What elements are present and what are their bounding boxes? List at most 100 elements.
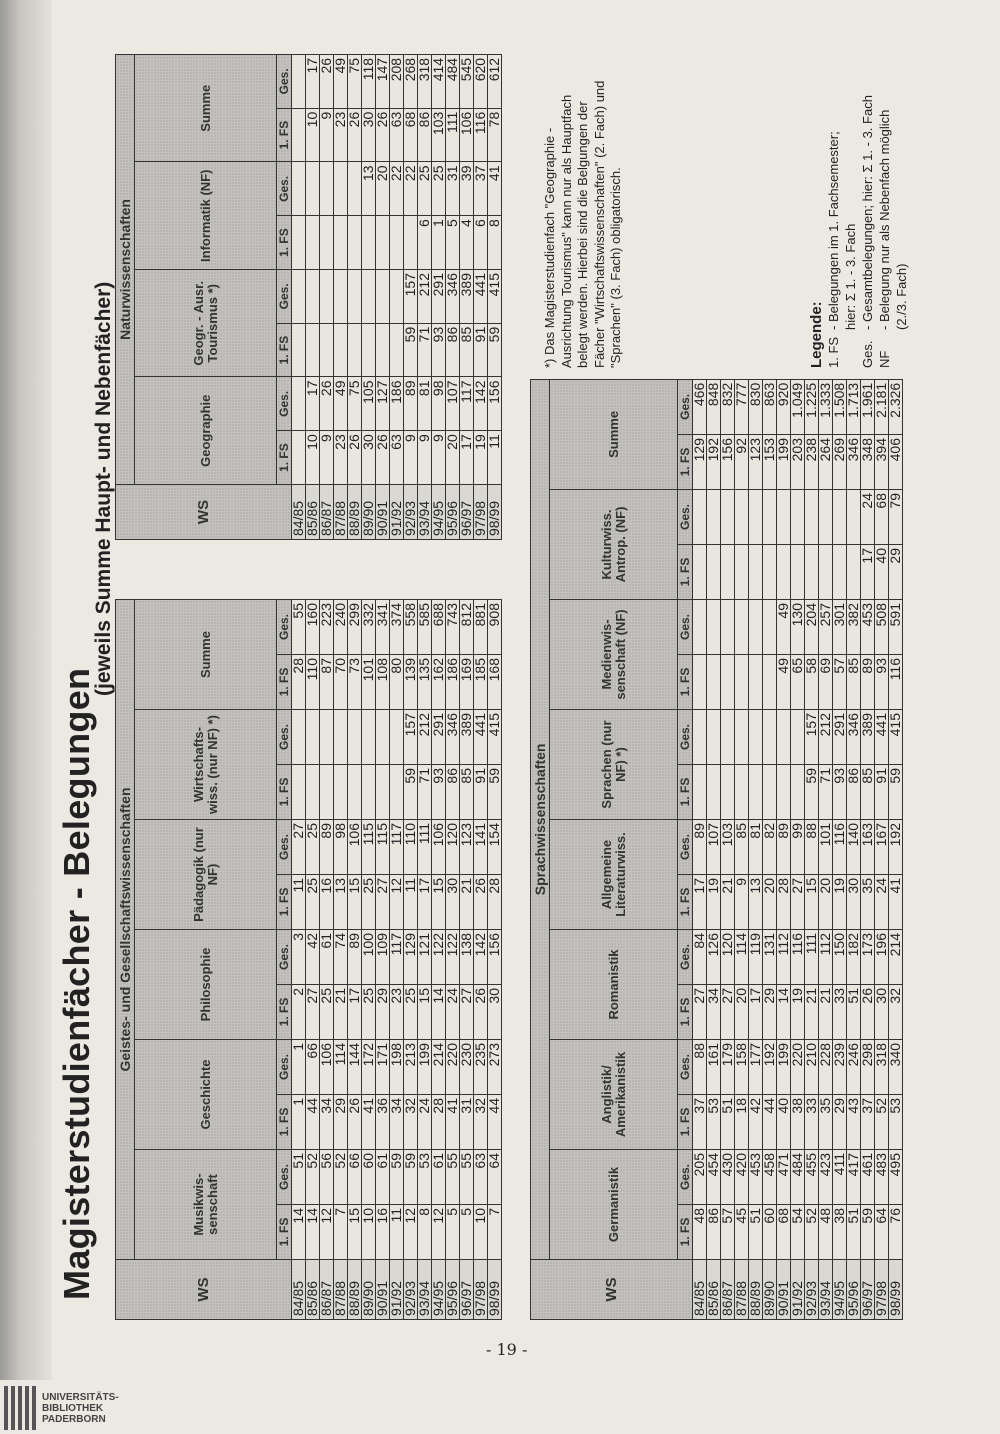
column-header: Anglistik/ Amerikanistik <box>549 1039 678 1150</box>
value-cell: 27 <box>291 819 306 875</box>
value-cell: 119 <box>748 929 763 985</box>
value-cell: 17 <box>748 984 763 1040</box>
value-cell: 44 <box>762 1094 777 1150</box>
value-cell: 141 <box>473 819 488 875</box>
value-cell: 423 <box>818 1149 833 1205</box>
value-cell: 93 <box>431 323 446 377</box>
value-cell: 832 <box>720 379 735 435</box>
value-cell: 881 <box>473 599 488 655</box>
value-cell: 26 <box>473 984 488 1040</box>
value-cell: 68 <box>874 489 889 545</box>
value-cell: 116 <box>473 108 488 162</box>
value-cell <box>734 764 749 820</box>
value-cell: 5 <box>459 1204 474 1260</box>
ws-cell: 98/99 <box>888 1259 903 1320</box>
value-cell: 117 <box>389 929 404 985</box>
value-cell: 25 <box>361 984 376 1040</box>
value-cell <box>776 489 791 545</box>
value-cell <box>762 709 777 765</box>
subheader-1fs: 1. FS <box>276 323 292 377</box>
value-cell: 812 <box>459 599 474 655</box>
column-header: Wirtschafts-wiss. (nur NF) *) <box>134 709 277 820</box>
subheader-1fs: 1. FS <box>677 874 693 930</box>
legend-text: (2./3. Fach) <box>894 263 909 330</box>
value-cell: 389 <box>860 709 875 765</box>
value-cell <box>832 489 847 545</box>
value-cell: 484 <box>790 1149 805 1205</box>
value-cell: 1.508 <box>832 379 847 435</box>
value-cell: 268 <box>403 54 418 109</box>
column-header: Sprachen (nur NF) *) <box>549 709 678 820</box>
value-cell: 33 <box>804 1094 819 1150</box>
value-cell: 15 <box>417 984 432 1040</box>
value-cell: 196 <box>874 929 889 985</box>
value-cell: 52 <box>874 1094 889 1150</box>
value-cell: 18 <box>734 1094 749 1150</box>
value-cell: 908 <box>487 599 502 655</box>
value-cell: 346 <box>445 709 460 765</box>
legend-abbr: 1. FS <box>826 336 841 368</box>
value-cell: 49 <box>776 599 791 655</box>
legend-item: Ges. - Gesamtbelegungen; hier: Σ 1. - 3. … <box>859 48 876 368</box>
value-cell: 115 <box>375 819 390 875</box>
value-cell: 26 <box>860 984 875 1040</box>
subheader-ges: Ges. <box>276 54 292 109</box>
value-cell: 246 <box>846 1039 861 1095</box>
value-cell: 471 <box>776 1149 791 1205</box>
value-cell: 106 <box>347 819 362 875</box>
value-cell: 21 <box>818 984 833 1040</box>
value-cell: 12 <box>403 1204 418 1260</box>
value-cell: 34 <box>389 1094 404 1150</box>
group-header-row: WS Sprachwissenschaften <box>530 379 693 1320</box>
legend-text: hier: Σ 1. - 3. Fach <box>843 223 858 330</box>
value-cell <box>720 489 735 545</box>
value-cell <box>305 764 320 820</box>
value-cell <box>692 544 707 600</box>
value-cell <box>333 215 348 270</box>
ws-cell: 90/91 <box>776 1259 791 1320</box>
table-row: 91/92 11 59 34 198 23 117 12 117 80 374 <box>389 599 404 1320</box>
value-cell <box>319 162 334 216</box>
value-cell <box>361 764 376 820</box>
value-cell <box>790 489 805 545</box>
value-cell: 214 <box>888 929 903 985</box>
value-cell: 9 <box>319 108 334 162</box>
value-cell: 558 <box>403 599 418 655</box>
value-cell: 87 <box>319 654 334 710</box>
value-cell: 112 <box>818 929 833 985</box>
value-cell: 169 <box>459 654 474 710</box>
value-cell: 61 <box>431 1149 446 1205</box>
value-cell <box>706 599 721 655</box>
value-cell <box>361 709 376 765</box>
ws-cell: 84/85 <box>291 1259 306 1320</box>
value-cell: 75 <box>347 377 362 431</box>
value-cell <box>818 489 833 545</box>
value-cell <box>720 544 735 600</box>
value-cell: 585 <box>417 599 432 655</box>
table-row: 85/86 14 52 44 66 27 42 25 25 110 160 <box>305 599 320 1320</box>
subheader-ges: Ges. <box>677 1039 693 1095</box>
value-cell: 131 <box>762 929 777 985</box>
table-row: 90/91 26 127 20 26 147 <box>375 54 390 540</box>
value-cell: 11 <box>403 874 418 930</box>
value-cell: 11 <box>389 1204 404 1260</box>
value-cell: 9 <box>319 430 334 485</box>
value-cell: 14 <box>431 984 446 1040</box>
column-header-row: Musikwis-senschaft Geschichte Philosophie P… <box>134 599 277 1320</box>
value-cell: 157 <box>403 269 418 324</box>
value-cell: 51 <box>846 984 861 1040</box>
value-cell: 107 <box>445 377 460 431</box>
value-cell: 58 <box>804 654 819 710</box>
value-cell: 153 <box>762 434 777 490</box>
value-cell <box>347 162 362 216</box>
subheader-ges: Ges. <box>276 377 292 431</box>
value-cell: 920 <box>776 379 791 435</box>
column-header: Philosophie <box>134 929 277 1040</box>
value-cell: 139 <box>403 654 418 710</box>
value-cell: 24 <box>860 489 875 545</box>
group-header: Sprachwissenschaften <box>530 379 550 1260</box>
value-cell: 59 <box>487 764 502 820</box>
value-cell: 20 <box>734 984 749 1040</box>
value-cell: 63 <box>389 430 404 485</box>
table-row: 97/98 10 63 32 235 26 142 26 141 91 441 185 881 <box>473 599 488 1320</box>
